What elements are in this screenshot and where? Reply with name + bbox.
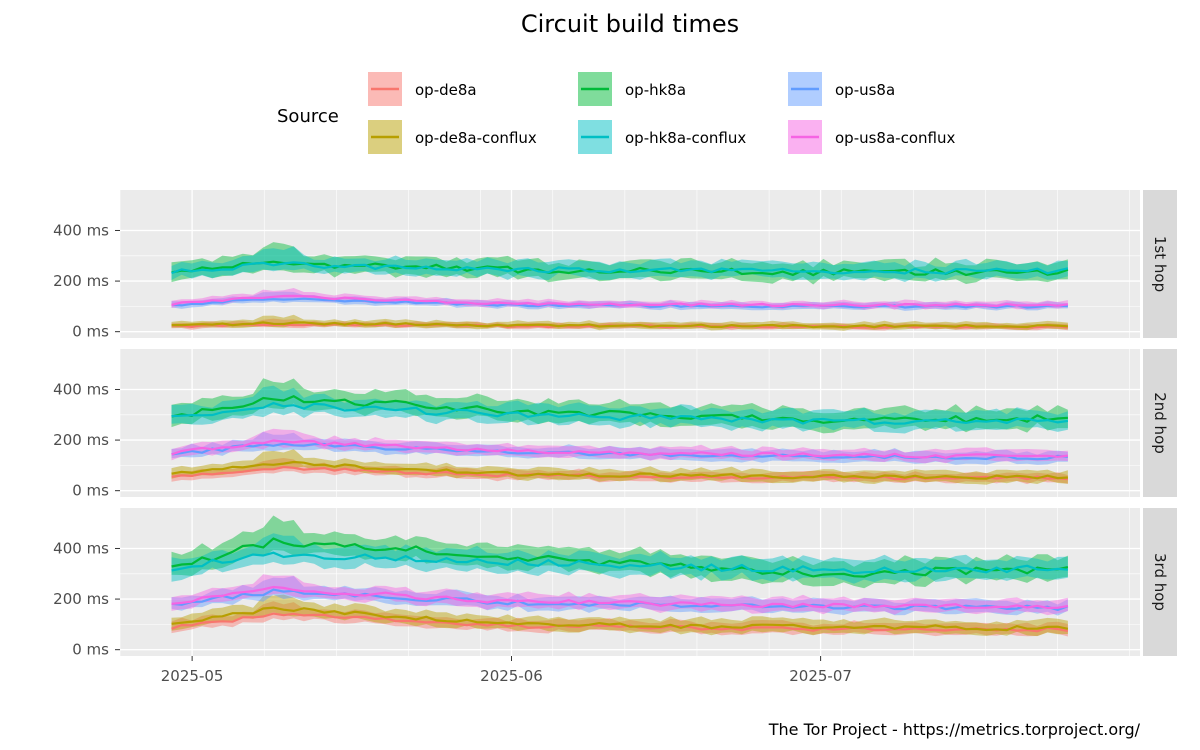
series-line-op-de8a-conflux [171, 606, 1069, 632]
chart-title: Circuit build times [521, 10, 739, 38]
y-tick-label: 400 ms [53, 221, 109, 239]
y-tick-label: 400 ms [53, 380, 109, 398]
legend-label-op-de8a: op-de8a [415, 81, 477, 99]
y-tick-label: 0 ms [72, 641, 109, 659]
x-tick-label: 2025-07 [789, 667, 852, 685]
facet-strip-label: 3rd hop [1151, 553, 1169, 611]
legend-item-op-us8a-conflux: op-us8a-conflux [788, 120, 955, 154]
series-line-op-us8a-conflux [171, 585, 1069, 610]
y-tick-label: 200 ms [53, 272, 109, 290]
facet-strip-label: 2nd hop [1151, 392, 1169, 454]
minor-gridlines [119, 508, 1140, 656]
series-lines [171, 260, 1069, 329]
major-gridlines [120, 508, 1140, 656]
chart-caption: The Tor Project - https://metrics.torpro… [768, 720, 1141, 739]
y-tick-label: 400 ms [53, 539, 109, 557]
legend-label-op-hk8a: op-hk8a [625, 81, 686, 99]
facet-strip [1143, 349, 1177, 497]
legend-title: Source [277, 106, 339, 127]
band-op-us8a [171, 576, 1068, 616]
minor-gridlines [119, 349, 1140, 497]
series-line-op-us8a-conflux [171, 439, 1069, 459]
legend-item-op-hk8a-conflux: op-hk8a-conflux [578, 120, 746, 154]
panel-background [120, 508, 1140, 656]
legend-label-op-us8a: op-us8a [835, 81, 895, 99]
legend-item-op-us8a: op-us8a [788, 72, 895, 106]
x-axis: 2025-05 2025-06 2025-07 [161, 656, 852, 685]
facet-panel-2: 0 ms 200 ms 400 ms 2nd hop [53, 349, 1177, 500]
y-axis-1: 0 ms 200 ms 400 ms [53, 221, 120, 341]
y-tick-label: 200 ms [53, 590, 109, 608]
major-gridlines [120, 190, 1140, 338]
y-tick-label: 0 ms [72, 482, 109, 500]
y-axis-2: 0 ms 200 ms 400 ms [53, 380, 120, 500]
series-line-op-hk8a-conflux [171, 551, 1068, 575]
facet-panel-3: 0 ms 200 ms 400 ms 3rd hop [53, 508, 1177, 659]
facet-strip [1143, 190, 1177, 338]
series-line-op-de8a-conflux [171, 321, 1068, 329]
series-lines [171, 537, 1069, 633]
series-line-op-us8a-conflux [171, 294, 1069, 308]
major-gridlines [120, 349, 1140, 497]
y-tick-label: 200 ms [53, 431, 109, 449]
x-tick-label: 2025-06 [480, 667, 543, 685]
legend-item-op-de8a: op-de8a [368, 72, 477, 106]
series-line-op-hk8a [171, 537, 1069, 578]
legend-label-op-us8a-conflux: op-us8a-conflux [835, 129, 955, 147]
band-op-hk8a-conflux [171, 533, 1068, 584]
legend-label-op-de8a-conflux: op-de8a-conflux [415, 129, 537, 147]
legend-item-op-hk8a: op-hk8a [578, 72, 686, 106]
series-line-op-hk8a [171, 394, 1068, 424]
legend-item-op-de8a-conflux: op-de8a-conflux [368, 120, 537, 154]
y-tick-label: 0 ms [72, 323, 109, 341]
series-line-op-de8a [171, 612, 1069, 633]
y-axis-3: 0 ms 200 ms 400 ms [53, 539, 120, 659]
legend: Source op-de8a op-hk8a op-us8a op-de8a-conf… [277, 72, 955, 154]
facet-panels: 0 ms 200 ms 400 ms 1st hop 0 ms 200 ms 400 ms 2… [53, 190, 1177, 659]
series-line-op-hk8a [171, 260, 1069, 277]
series-line-op-hk8a-conflux [171, 401, 1069, 426]
facet-strip [1143, 508, 1177, 656]
facet-panel-1: 0 ms 200 ms 400 ms 1st hop [53, 190, 1177, 341]
series-line-op-de8a-conflux [171, 460, 1068, 480]
series-line-op-hk8a-conflux [171, 261, 1069, 275]
legend-label-op-hk8a-conflux: op-hk8a-conflux [625, 129, 746, 147]
facet-strip-label: 1st hop [1151, 236, 1169, 292]
x-tick-label: 2025-05 [161, 667, 224, 685]
series-lines [171, 394, 1069, 481]
